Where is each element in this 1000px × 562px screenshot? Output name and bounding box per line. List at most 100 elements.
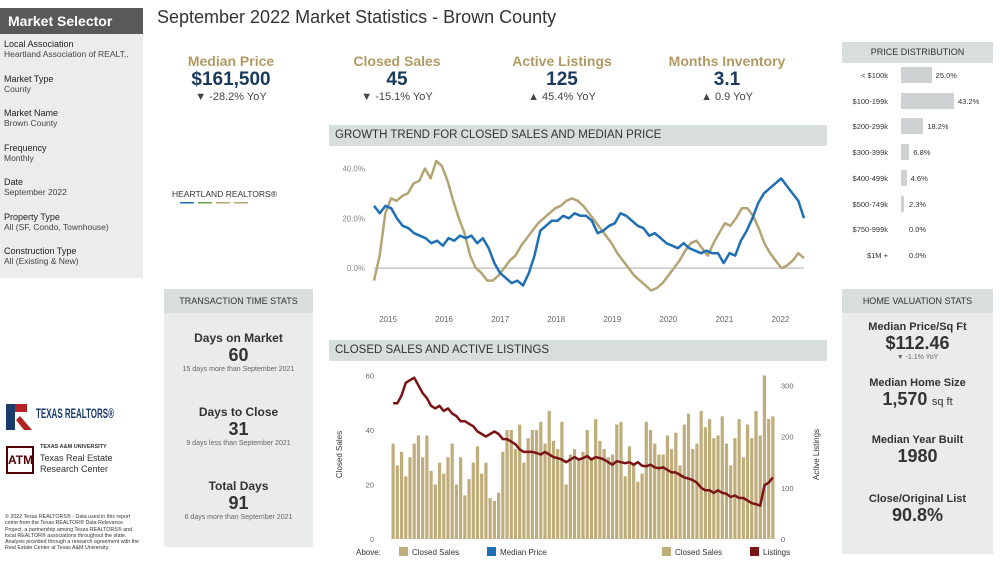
closed-sales-bar (467, 479, 471, 539)
selector-field-value[interactable]: All (SF, Condo, Townhouse) (4, 221, 109, 232)
selector-field[interactable]: Local Association Heartland Association o… (4, 34, 143, 69)
selector-field[interactable]: Property Type All (SF, Condo, Townhouse) (4, 207, 143, 242)
kpi-active-listings: Active Listings 125 ▲ 45.4% YoY (482, 53, 642, 103)
selector-field-value[interactable]: Monthly (4, 152, 34, 163)
stat-sub: 15 days more than September 2021 (182, 366, 295, 373)
closed-sales-bar (408, 457, 412, 539)
hv-value: 1,570 (882, 389, 928, 409)
closed-sales-bar (492, 500, 496, 539)
kpi-label: Months Inventory (668, 53, 786, 69)
y-tick-label: 40.0% (342, 164, 365, 173)
kpi-value: 45 (386, 69, 408, 90)
selector-field[interactable]: Market Name Brown County (4, 103, 143, 138)
closed-sales-bar (399, 451, 404, 539)
stat-value: 91 (228, 493, 249, 513)
selector-field[interactable]: Date September 2022 (4, 172, 143, 207)
closed-sales-bar (391, 443, 395, 539)
price-range-bar (901, 144, 910, 161)
closed-sales-bar (750, 438, 754, 539)
closed-sales-bar (425, 435, 429, 539)
selector-field-value[interactable]: September 2022 (4, 187, 67, 197)
closed-sales-bar (712, 438, 716, 539)
y2-axis-label: Active Listings (812, 429, 821, 480)
closed-sales-bar (594, 419, 598, 539)
closed-sales-bar (459, 457, 463, 539)
price-distribution-row: $750-999k 0.0% (842, 220, 1000, 238)
closed-sales-bar (632, 462, 636, 539)
closed-sales-bar (530, 429, 534, 539)
closed-sales-bar (572, 449, 577, 539)
price-distribution-row: $100-199k 43.2% (842, 92, 1000, 110)
market-selector-panel: Local Association Heartland Association o… (0, 34, 143, 278)
closed-sales-bar (518, 424, 522, 539)
closed-sales-bar (619, 421, 623, 539)
kpi-label: Active Listings (512, 53, 612, 69)
legend-swatch (399, 547, 408, 556)
selector-field-value[interactable]: Heartland Association of REALT.. (4, 49, 129, 59)
closed-sales-bar (737, 419, 741, 539)
selector-field-label: Local Association (4, 39, 74, 49)
price-range-label: $100-199k (852, 96, 888, 106)
price-range-pct: 18.2% (927, 122, 949, 132)
closed-sales-bar (454, 484, 459, 539)
selector-field-value[interactable]: Brown County (4, 118, 58, 128)
kpi-median-price: Median Price $161,500 ▼ -28.2% YoY (151, 53, 311, 103)
footnote: © 2022 Texas REALTORS® - Data used in th… (5, 514, 139, 552)
selector-field-value[interactable]: County (4, 83, 31, 94)
closed-sales-bar (610, 454, 615, 539)
closed-sales-bar (395, 465, 399, 539)
price-distribution: < $100k 25.0% $100-199k 43.2% $200-299k 18.2%… (842, 66, 1000, 276)
legend-prefix: Above: (356, 548, 381, 557)
closed-sales-bar (560, 421, 564, 539)
closed-sales-listings-chart: 0 20 40 60 0 100 200 300 Closed Sales Active List… (335, 371, 821, 557)
closed-sales-bar (446, 457, 450, 539)
closed-sales-bar (758, 435, 762, 539)
hv-sub: ▼ -1.1% YoY (896, 354, 939, 361)
price-range-pct: 0.0% (909, 250, 927, 260)
stat-label: Days to Close (198, 405, 279, 419)
legend-label: Listings (763, 548, 790, 557)
hv-year-built: Median Year Built 1980 (842, 434, 993, 467)
closed-sales-bar (745, 424, 750, 539)
selector-field[interactable]: Construction Type All (Existing & New) (4, 241, 143, 276)
stat-label: Total Days (208, 479, 269, 493)
closed-sales-bar (564, 484, 568, 539)
heartland-logo-text: HEARTLAND REALTORS® (172, 189, 278, 199)
selector-field[interactable]: Market Type County (4, 69, 143, 104)
growth-trend-chart: 0.0% 20.0% 40.0% 2015 2016 2017 2018 2019 2020 20… (342, 159, 806, 324)
closed-sales-bar (471, 462, 475, 539)
closed-sales-bar (653, 443, 657, 539)
price-range-pct: 0.0% (909, 225, 927, 235)
closed-sales-bar (433, 484, 437, 539)
closed-sales-bar (754, 410, 758, 539)
texas-realtors-text: TEXAS REALTORS® (36, 405, 114, 421)
price-range-label: $400-499k (852, 173, 888, 183)
price-range-label: $200-299k (852, 122, 888, 132)
closed-sales-bar (496, 492, 501, 539)
selector-field-label: Market Type (4, 73, 54, 84)
hv-close-original: Close/Original List 90.8% (842, 493, 993, 526)
selector-field[interactable]: Frequency Monthly (4, 138, 143, 173)
closed-sales-bar (416, 435, 421, 539)
heartland-logo: HEARTLAND REALTORS® (172, 182, 292, 213)
price-range-bar (901, 195, 904, 212)
closed-sales-bar (526, 438, 530, 539)
price-range-pct: 6.8% (913, 148, 931, 158)
kpi-change: ▼ -28.2% YoY (195, 91, 267, 103)
price-distribution-row: $400-499k 4.6% (842, 169, 1000, 187)
closed-sales-bar (640, 473, 644, 539)
price-range-label: $500-749k (852, 199, 888, 209)
closed-sales-bar (589, 457, 594, 539)
series-line-closed-sales (372, 159, 805, 292)
selector-field-label: Property Type (4, 211, 60, 222)
stat-total-days: Total Days 91 6 days more than September… (164, 479, 313, 521)
closed-sales-bar (534, 429, 539, 539)
stat-sub: 6 days more than September 2021 (184, 514, 293, 521)
tamu-line-3: Research Center (40, 464, 109, 474)
hv-unit: sq ft (931, 396, 953, 408)
stat-value: 31 (228, 419, 249, 439)
price-distribution-row: $200-299k 18.2% (842, 117, 1000, 135)
stat-days-on-market: Days on Market 60 15 days more than Sept… (164, 331, 313, 373)
legend-label: Closed Sales (675, 548, 722, 557)
selector-field-value[interactable]: All (Existing & New) (4, 256, 79, 266)
